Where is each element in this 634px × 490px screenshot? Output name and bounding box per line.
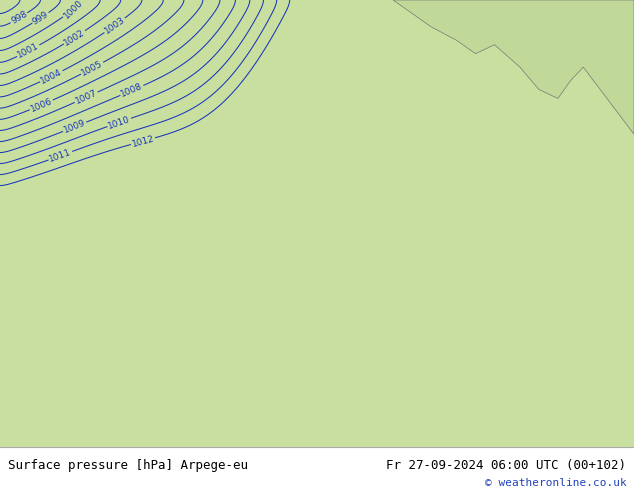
Text: 1001: 1001 (16, 42, 41, 60)
Text: Surface pressure [hPa] Arpege-eu: Surface pressure [hPa] Arpege-eu (8, 459, 248, 472)
Text: 1008: 1008 (120, 82, 144, 99)
Text: 1002: 1002 (63, 27, 87, 48)
Text: 998: 998 (10, 10, 29, 26)
Text: 1011: 1011 (48, 147, 73, 164)
Text: 1012: 1012 (131, 134, 155, 148)
Text: 1000: 1000 (61, 0, 84, 21)
Text: © weatheronline.co.uk: © weatheronline.co.uk (484, 478, 626, 488)
Text: 1007: 1007 (74, 88, 98, 106)
Polygon shape (393, 0, 634, 134)
Text: 999: 999 (31, 9, 50, 26)
Text: 1004: 1004 (39, 67, 63, 85)
Text: Fr 27-09-2024 06:00 UTC (00+102): Fr 27-09-2024 06:00 UTC (00+102) (386, 459, 626, 472)
Text: 1003: 1003 (103, 15, 127, 36)
Text: 1009: 1009 (62, 119, 87, 135)
Text: 1005: 1005 (80, 59, 105, 77)
Text: 1006: 1006 (29, 97, 54, 114)
Text: 1010: 1010 (107, 114, 131, 130)
